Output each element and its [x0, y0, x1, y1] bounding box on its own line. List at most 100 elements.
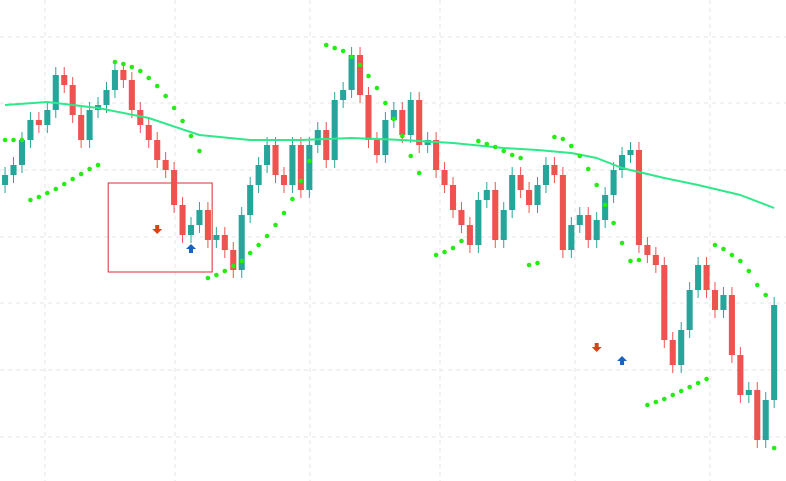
sar-dot — [11, 137, 16, 143]
candle-body — [585, 215, 592, 240]
sar-dot — [180, 118, 185, 124]
candle-body — [745, 390, 752, 395]
candle-body — [10, 165, 17, 175]
sar-dot — [366, 73, 371, 79]
candle-body — [297, 145, 304, 190]
candle-body — [340, 90, 347, 100]
sar-dot — [459, 238, 464, 244]
sar-dot — [197, 148, 202, 154]
sar-dot — [374, 85, 380, 91]
sar-dot — [569, 143, 574, 149]
sar-dot — [112, 59, 118, 65]
candle-body — [644, 245, 651, 255]
candle-body — [171, 170, 178, 205]
sar-dot — [70, 176, 75, 182]
candle-body — [331, 100, 338, 160]
sar-dot — [307, 158, 312, 164]
sar-dot — [611, 220, 616, 226]
candle-body — [120, 70, 127, 80]
sar-dot — [357, 62, 363, 68]
candle-body — [517, 175, 524, 190]
candle-body — [280, 175, 288, 185]
sar-dot — [19, 137, 25, 143]
candle-body — [323, 130, 330, 160]
candle-body — [230, 250, 237, 270]
sar-dot — [230, 263, 236, 269]
candle-body — [86, 110, 93, 140]
sar-dot — [416, 170, 422, 176]
candle-body — [433, 140, 440, 170]
candle-body — [78, 115, 85, 140]
sar-dot — [45, 190, 50, 196]
sar-dot — [585, 166, 591, 172]
candle-body — [526, 190, 533, 205]
sar-dot — [509, 152, 515, 158]
sar-dot — [721, 246, 726, 252]
candle-body — [627, 150, 634, 155]
sar-dot — [433, 252, 439, 258]
candle-body — [669, 340, 676, 365]
candle-body — [213, 235, 220, 240]
sar-dot — [349, 54, 354, 60]
sar-dot — [619, 240, 625, 246]
candle-body — [762, 400, 769, 440]
moving-average — [5, 101, 775, 209]
candle-body — [416, 100, 423, 145]
candle-body — [483, 190, 490, 200]
candle-body — [348, 55, 355, 90]
candle-body — [356, 55, 364, 95]
sar-dot — [771, 445, 777, 451]
sar-dot — [281, 210, 287, 216]
sar-dot — [628, 258, 633, 264]
candle-body — [103, 90, 110, 105]
sar-dot — [476, 138, 481, 144]
sar-dot — [298, 178, 304, 184]
sar-dot — [442, 249, 447, 255]
sar-dot — [121, 61, 126, 67]
sar-dot — [577, 153, 583, 159]
candle-body — [154, 140, 161, 160]
candle-body — [602, 195, 609, 220]
candle-body — [509, 175, 516, 210]
sar-dot — [154, 83, 160, 89]
candle-body — [69, 85, 76, 115]
candle-body — [272, 145, 279, 175]
sar-dot — [28, 197, 33, 203]
candle-body — [221, 235, 228, 250]
candle-body — [128, 80, 135, 110]
candle-body — [264, 145, 271, 165]
sar-dot — [670, 392, 676, 398]
sar-dot — [87, 166, 92, 172]
candle-body — [576, 215, 583, 225]
sar-dot — [518, 155, 523, 161]
sar-dot — [391, 116, 397, 122]
candle-body — [475, 200, 482, 245]
candle-body — [238, 215, 245, 270]
sar-dot — [560, 136, 566, 142]
candle-body — [204, 210, 211, 240]
candle-body — [27, 120, 34, 140]
candle-body — [247, 185, 254, 215]
candle-body — [162, 160, 169, 170]
sar-dot — [137, 68, 143, 74]
candle-body — [52, 75, 59, 110]
sar-dot — [95, 162, 101, 168]
candle-body — [534, 185, 541, 205]
buy-arrow — [186, 244, 197, 253]
sar-dot — [763, 292, 769, 298]
candle-body — [492, 190, 499, 240]
candle-body — [145, 125, 152, 140]
sar-dot — [695, 380, 701, 386]
sar-dot — [704, 376, 709, 382]
sar-dot — [222, 268, 228, 274]
candle-body — [754, 390, 761, 440]
candle-body — [466, 225, 473, 245]
candle-body — [314, 130, 321, 145]
sar-dot — [61, 181, 67, 187]
sar-dot — [247, 250, 253, 256]
candle-body — [365, 95, 372, 140]
sar-dot — [552, 134, 557, 140]
sar-dot — [661, 396, 667, 402]
